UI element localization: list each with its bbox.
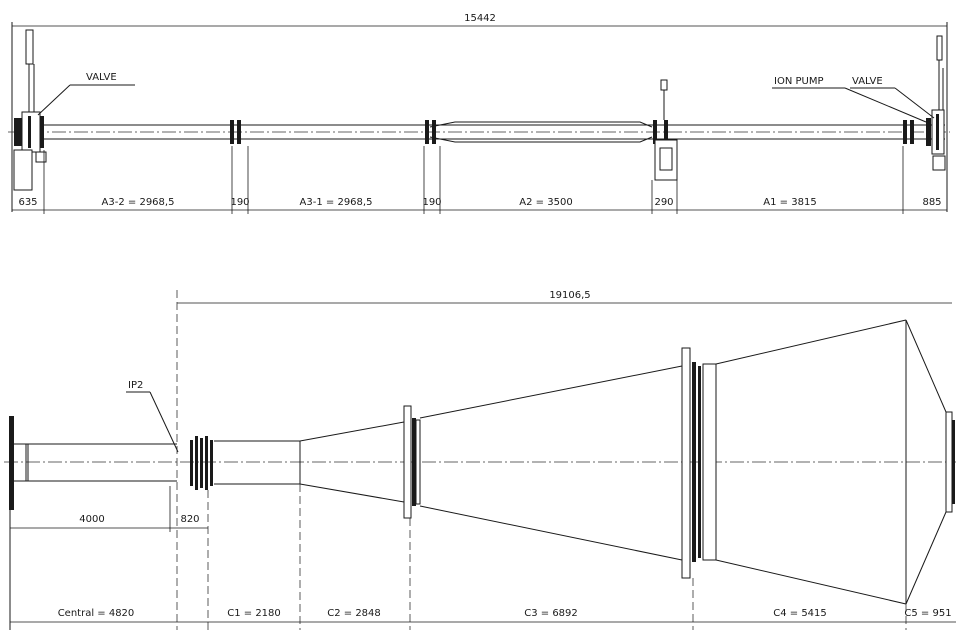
bottom-dim-4000: 4000 — [79, 514, 104, 525]
bottom-overall-length: 19106,5 — [549, 290, 590, 301]
top-dim-a3-1: A3-1 = 2968,5 — [300, 197, 373, 208]
bottom-dim-c4: C4 = 5415 — [773, 608, 827, 619]
top-dim-190-2: 190 — [422, 197, 441, 208]
valve-left-label: VALVE — [86, 72, 117, 83]
left-end-flange — [14, 118, 22, 146]
top-dim-a1: A1 = 3815 — [763, 197, 816, 208]
bottom-dim-c1: C1 = 2180 — [227, 608, 281, 619]
ion-pump-leader-arrow — [844, 87, 927, 123]
bottom-extension-lines — [207, 484, 907, 630]
c3-cone — [419, 365, 683, 561]
top-dim-a3-2: A3-2 = 2968,5 — [102, 197, 175, 208]
flange-pair-4 — [903, 120, 914, 144]
left-valve-actuator — [25, 29, 34, 65]
c2-flange — [403, 405, 412, 519]
c2-cone — [299, 421, 405, 503]
c5-end-flange — [945, 411, 953, 513]
bottom-dim-c3: C3 = 6892 — [524, 608, 578, 619]
top-dim-a2: A2 = 3500 — [519, 197, 572, 208]
top-dim-885: 885 — [922, 197, 941, 208]
bottom-assembly: 19106,5 IP2 — [4, 290, 956, 630]
bellows — [190, 436, 213, 490]
bottom-dim-central: Central = 4820 — [58, 608, 135, 619]
flange-pair-2 — [425, 120, 436, 144]
a2-taper-section — [429, 121, 653, 143]
valve-right-label: VALVE — [852, 76, 883, 87]
central-pipe — [14, 443, 177, 482]
right-valve-assembly — [926, 35, 946, 171]
left-valve-gate — [28, 116, 31, 148]
bottom-dim-820: 820 — [180, 514, 199, 525]
ip2-label: IP2 — [128, 380, 143, 391]
ion-pump-label: ION PUMP — [774, 76, 824, 87]
flange-pair-3 — [653, 79, 678, 181]
c3-flange — [681, 347, 691, 579]
left-pump-box — [13, 149, 33, 191]
bottom-dim-c2: C2 = 2848 — [327, 608, 381, 619]
top-overall-length: 15442 — [464, 13, 496, 24]
top-dimension-ticks — [43, 146, 904, 214]
bottom-dim-c5: C5 = 951 — [904, 608, 951, 619]
left-valve-assembly — [13, 29, 47, 191]
right-valve-actuator — [936, 35, 943, 61]
valve-left-leader-arrow — [37, 84, 71, 116]
flange-pair-1 — [230, 120, 241, 144]
left-pump-port — [35, 151, 47, 163]
central-end-flange — [9, 416, 14, 510]
top-dim-290: 290 — [654, 197, 673, 208]
ip2-leader-arrow — [149, 391, 179, 453]
left-valve-flange — [40, 116, 44, 148]
c1-pipe — [214, 440, 301, 485]
valve-right-leader-arrow — [894, 87, 935, 119]
c5-cone — [905, 319, 947, 605]
top-assembly: 15442 VALVE — [8, 13, 950, 214]
top-dim-190-1: 190 — [230, 197, 249, 208]
c4-cone — [715, 319, 907, 605]
top-dim-635: 635 — [18, 197, 37, 208]
